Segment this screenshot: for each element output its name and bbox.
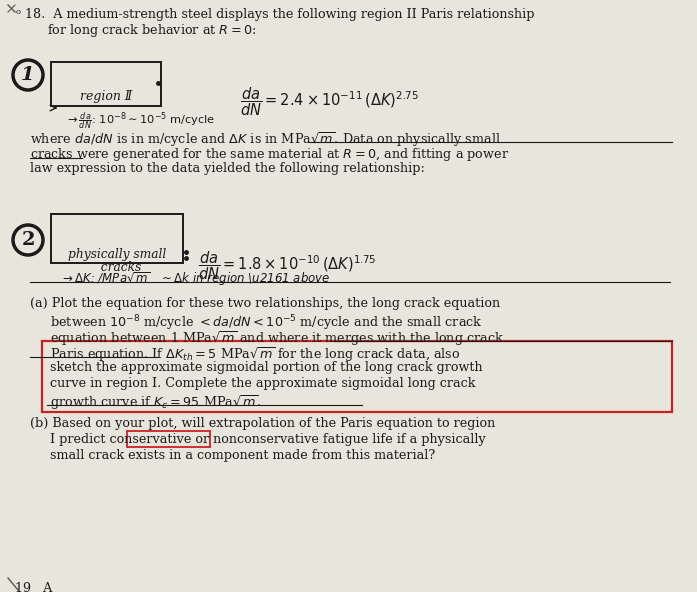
- Text: $\rightarrow \frac{da}{dN}$: $10^{-8} \sim 10^{-5}$ m/cycle: $\rightarrow \frac{da}{dN}$: $10^{-8} \s…: [65, 110, 215, 131]
- Text: $\dfrac{da}{dN} = 1.8 \times 10^{-10} \, (\Delta K)^{1.75}$: $\dfrac{da}{dN} = 1.8 \times 10^{-10} \,…: [198, 249, 376, 282]
- Text: 1: 1: [21, 66, 35, 84]
- Text: for long crack behavior at $R = 0$:: for long crack behavior at $R = 0$:: [47, 22, 256, 39]
- Text: Paris equation. If $\Delta K_{th} = 5$ MPa$\sqrt{m}$ for the long crack data, al: Paris equation. If $\Delta K_{th} = 5$ M…: [30, 345, 461, 363]
- Text: small crack exists in a component made from this material?: small crack exists in a component made f…: [30, 449, 435, 462]
- Text: 19   A: 19 A: [15, 582, 52, 592]
- Text: equation between 1 MPa$\sqrt{m}$ and where it merges with the long crack: equation between 1 MPa$\sqrt{m}$ and whe…: [30, 329, 504, 348]
- Text: $\rightarrow \Delta K$: /MPa$\sqrt{m}$   $\sim \Delta k$ in region \u2161 above: $\rightarrow \Delta K$: /MPa$\sqrt{m}$ $…: [60, 270, 330, 288]
- Text: (b) Based on your plot, will extrapolation of the Paris equation to region: (b) Based on your plot, will extrapolati…: [30, 417, 496, 430]
- Text: growth curve if $K_c = 95$ MPa$\sqrt{m}$.: growth curve if $K_c = 95$ MPa$\sqrt{m}$…: [30, 393, 261, 412]
- Text: between $10^{-8}$ m/cycle $< da/dN < 10^{-5}$ m/cycle and the small crack: between $10^{-8}$ m/cycle $< da/dN < 10^…: [30, 313, 482, 333]
- Text: physically small: physically small: [68, 248, 166, 261]
- Text: curve in region I. Complete the approximate sigmoidal long crack: curve in region I. Complete the approxim…: [30, 377, 475, 390]
- Text: region Ⅱ: region Ⅱ: [80, 90, 132, 103]
- Text: cracks were generated for the same material at $R = 0$, and fitting a power: cracks were generated for the same mater…: [30, 146, 510, 163]
- Text: (a) Plot the equation for these two relationships, the long crack equation: (a) Plot the equation for these two rela…: [30, 297, 500, 310]
- Text: law expression to the data yielded the following relationship:: law expression to the data yielded the f…: [30, 162, 425, 175]
- Text: sketch the approximate sigmoidal portion of the long crack growth: sketch the approximate sigmoidal portion…: [30, 361, 482, 374]
- Text: I predict conservative or nonconservative fatigue life if a physically: I predict conservative or nonconservativ…: [30, 433, 486, 446]
- Text: where $da/dN$ is in m/cycle and $\Delta K$ is in MPa$\sqrt{m}$. Data on physical: where $da/dN$ is in m/cycle and $\Delta …: [30, 130, 501, 149]
- Text: 2: 2: [21, 231, 35, 249]
- Text: $\dfrac{da}{dN} = 2.4 \times 10^{-11} \, (\Delta K)^{2.75}$: $\dfrac{da}{dN} = 2.4 \times 10^{-11} \,…: [240, 85, 419, 118]
- Text: cracks: cracks: [93, 261, 141, 274]
- Text: o: o: [16, 8, 21, 16]
- Text: 18.  A medium-strength steel displays the following region II Paris relationship: 18. A medium-strength steel displays the…: [25, 8, 535, 21]
